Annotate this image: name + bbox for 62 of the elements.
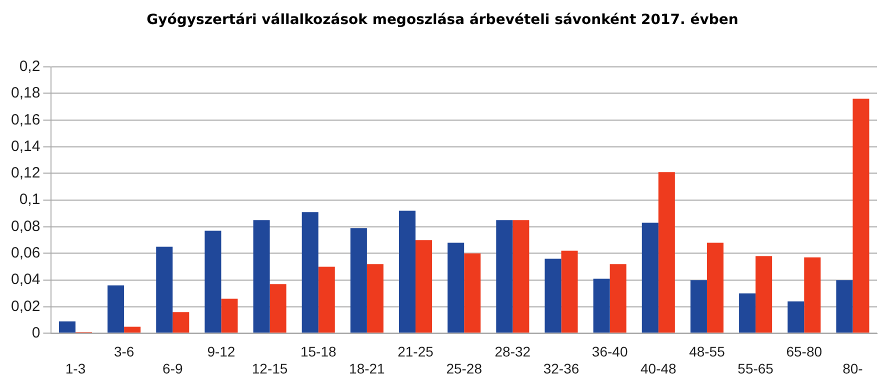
bar (512, 220, 530, 333)
bar (642, 222, 658, 333)
bar (204, 230, 222, 333)
bar (544, 258, 562, 333)
bar (706, 242, 724, 333)
x-tick-label: 40-48 (640, 360, 677, 376)
bar (399, 210, 416, 333)
x-tick-label: 18-21 (349, 360, 386, 376)
x-tick-label: 32-36 (543, 360, 580, 376)
bar (58, 321, 76, 333)
bar (172, 312, 190, 333)
bar (318, 266, 335, 333)
x-tick-label: 6-9 (162, 360, 183, 376)
bar (852, 98, 870, 333)
y-tick-label: 0,16 (10, 111, 40, 128)
x-tick-label: 15-18 (300, 344, 336, 360)
bar (756, 256, 772, 333)
bar (350, 228, 367, 333)
x-tick-label: 48-55 (689, 344, 726, 360)
bar (221, 298, 238, 333)
bar (108, 285, 124, 333)
bar (366, 264, 384, 333)
y-tick-label: 0,2 (19, 58, 40, 75)
x-tick-label: 9-12 (207, 344, 236, 360)
y-tick-label: 0,14 (10, 138, 40, 155)
bar (156, 246, 173, 333)
x-tick-label: 3-6 (114, 344, 134, 360)
y-tick-label: 0,02 (10, 298, 40, 315)
chart-title: Gyógyszertári vállalkozások megoszlása árbevételi sávonként 2017. évben (146, 12, 738, 28)
bar (593, 278, 610, 333)
x-tick-label: 1-3 (65, 360, 86, 376)
x-tick-label: 12-15 (252, 360, 288, 376)
bar (464, 253, 481, 333)
bar (690, 280, 707, 333)
y-tick-label: 0,12 (10, 164, 40, 182)
y-tick-label: 0 (32, 324, 40, 342)
x-tick-label: 80- (842, 360, 864, 376)
x-tick-label: 36-40 (592, 344, 628, 360)
y-tick-label: 0,1 (19, 191, 40, 208)
bar (416, 240, 432, 333)
x-tick-label: 21-25 (398, 344, 434, 360)
x-tick-label: 28-32 (494, 344, 531, 360)
bar (739, 293, 756, 333)
bar (836, 280, 853, 333)
bar (610, 264, 626, 333)
bar (658, 172, 675, 333)
y-tick-label: 0,18 (10, 84, 40, 102)
bar (788, 301, 804, 333)
bar (253, 220, 270, 333)
bar (302, 212, 318, 333)
bar (496, 220, 513, 333)
y-tick-label: 0,08 (10, 218, 40, 235)
y-tick-label: 0,04 (10, 271, 40, 288)
bar (124, 326, 141, 333)
bar (804, 257, 821, 333)
bar (448, 242, 464, 333)
y-tick-label: 0,06 (10, 244, 40, 262)
x-tick-label: 65-80 (786, 344, 822, 360)
bar (561, 250, 578, 333)
x-tick-label: 55-65 (738, 360, 774, 376)
bar (270, 284, 286, 333)
x-tick-label: 25-28 (446, 360, 482, 376)
